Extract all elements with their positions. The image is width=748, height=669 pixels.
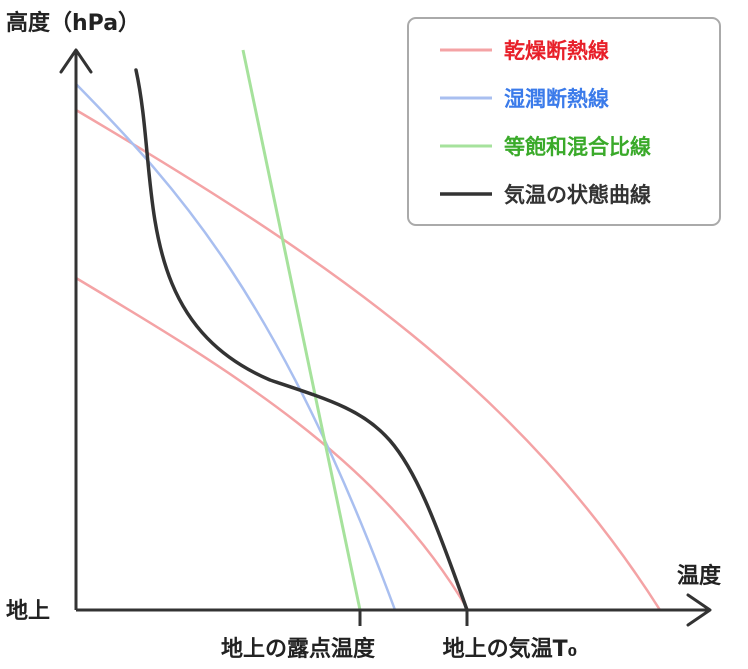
legend-label: 気温の状態曲線 bbox=[504, 183, 651, 207]
legend-label: 等飽和混合比線 bbox=[504, 135, 651, 159]
dry-adiabat-lower bbox=[75, 276, 470, 611]
saturation-mixing-ratio-line bbox=[241, 49, 362, 611]
legend-label: 湿潤断熱線 bbox=[504, 87, 609, 111]
legend-item-saturation-mixing-ratio: 等飽和混合比線 bbox=[440, 135, 651, 159]
y-axis-arrow-icon bbox=[59, 48, 93, 74]
x-axis-label: 温度 bbox=[677, 563, 722, 589]
x-axis-arrow-icon bbox=[686, 593, 712, 627]
moist-adiabat bbox=[75, 83, 397, 611]
surface-temp-tick-label: 地上の気温T₀ bbox=[443, 636, 578, 662]
ground-label: 地上 bbox=[6, 599, 50, 624]
legend-item-dry-adiabat: 乾燥断熱線 bbox=[440, 39, 609, 63]
temperature-profile-curve bbox=[134, 68, 469, 612]
legend-label: 乾燥断熱線 bbox=[504, 39, 609, 63]
dewpoint-tick-label: 地上の露点温度 bbox=[221, 636, 376, 662]
legend-box bbox=[407, 17, 721, 226]
legend: 乾燥断熱線 湿潤断熱線 等飽和混合比線 気温の状態曲線 bbox=[407, 17, 721, 226]
dry-adiabat-upper bbox=[75, 108, 662, 611]
legend-item-moist-adiabat: 湿潤断熱線 bbox=[440, 87, 609, 111]
y-axis-label: 高度（hPa） bbox=[6, 10, 140, 36]
legend-item-temperature-profile: 気温の状態曲線 bbox=[440, 183, 651, 207]
